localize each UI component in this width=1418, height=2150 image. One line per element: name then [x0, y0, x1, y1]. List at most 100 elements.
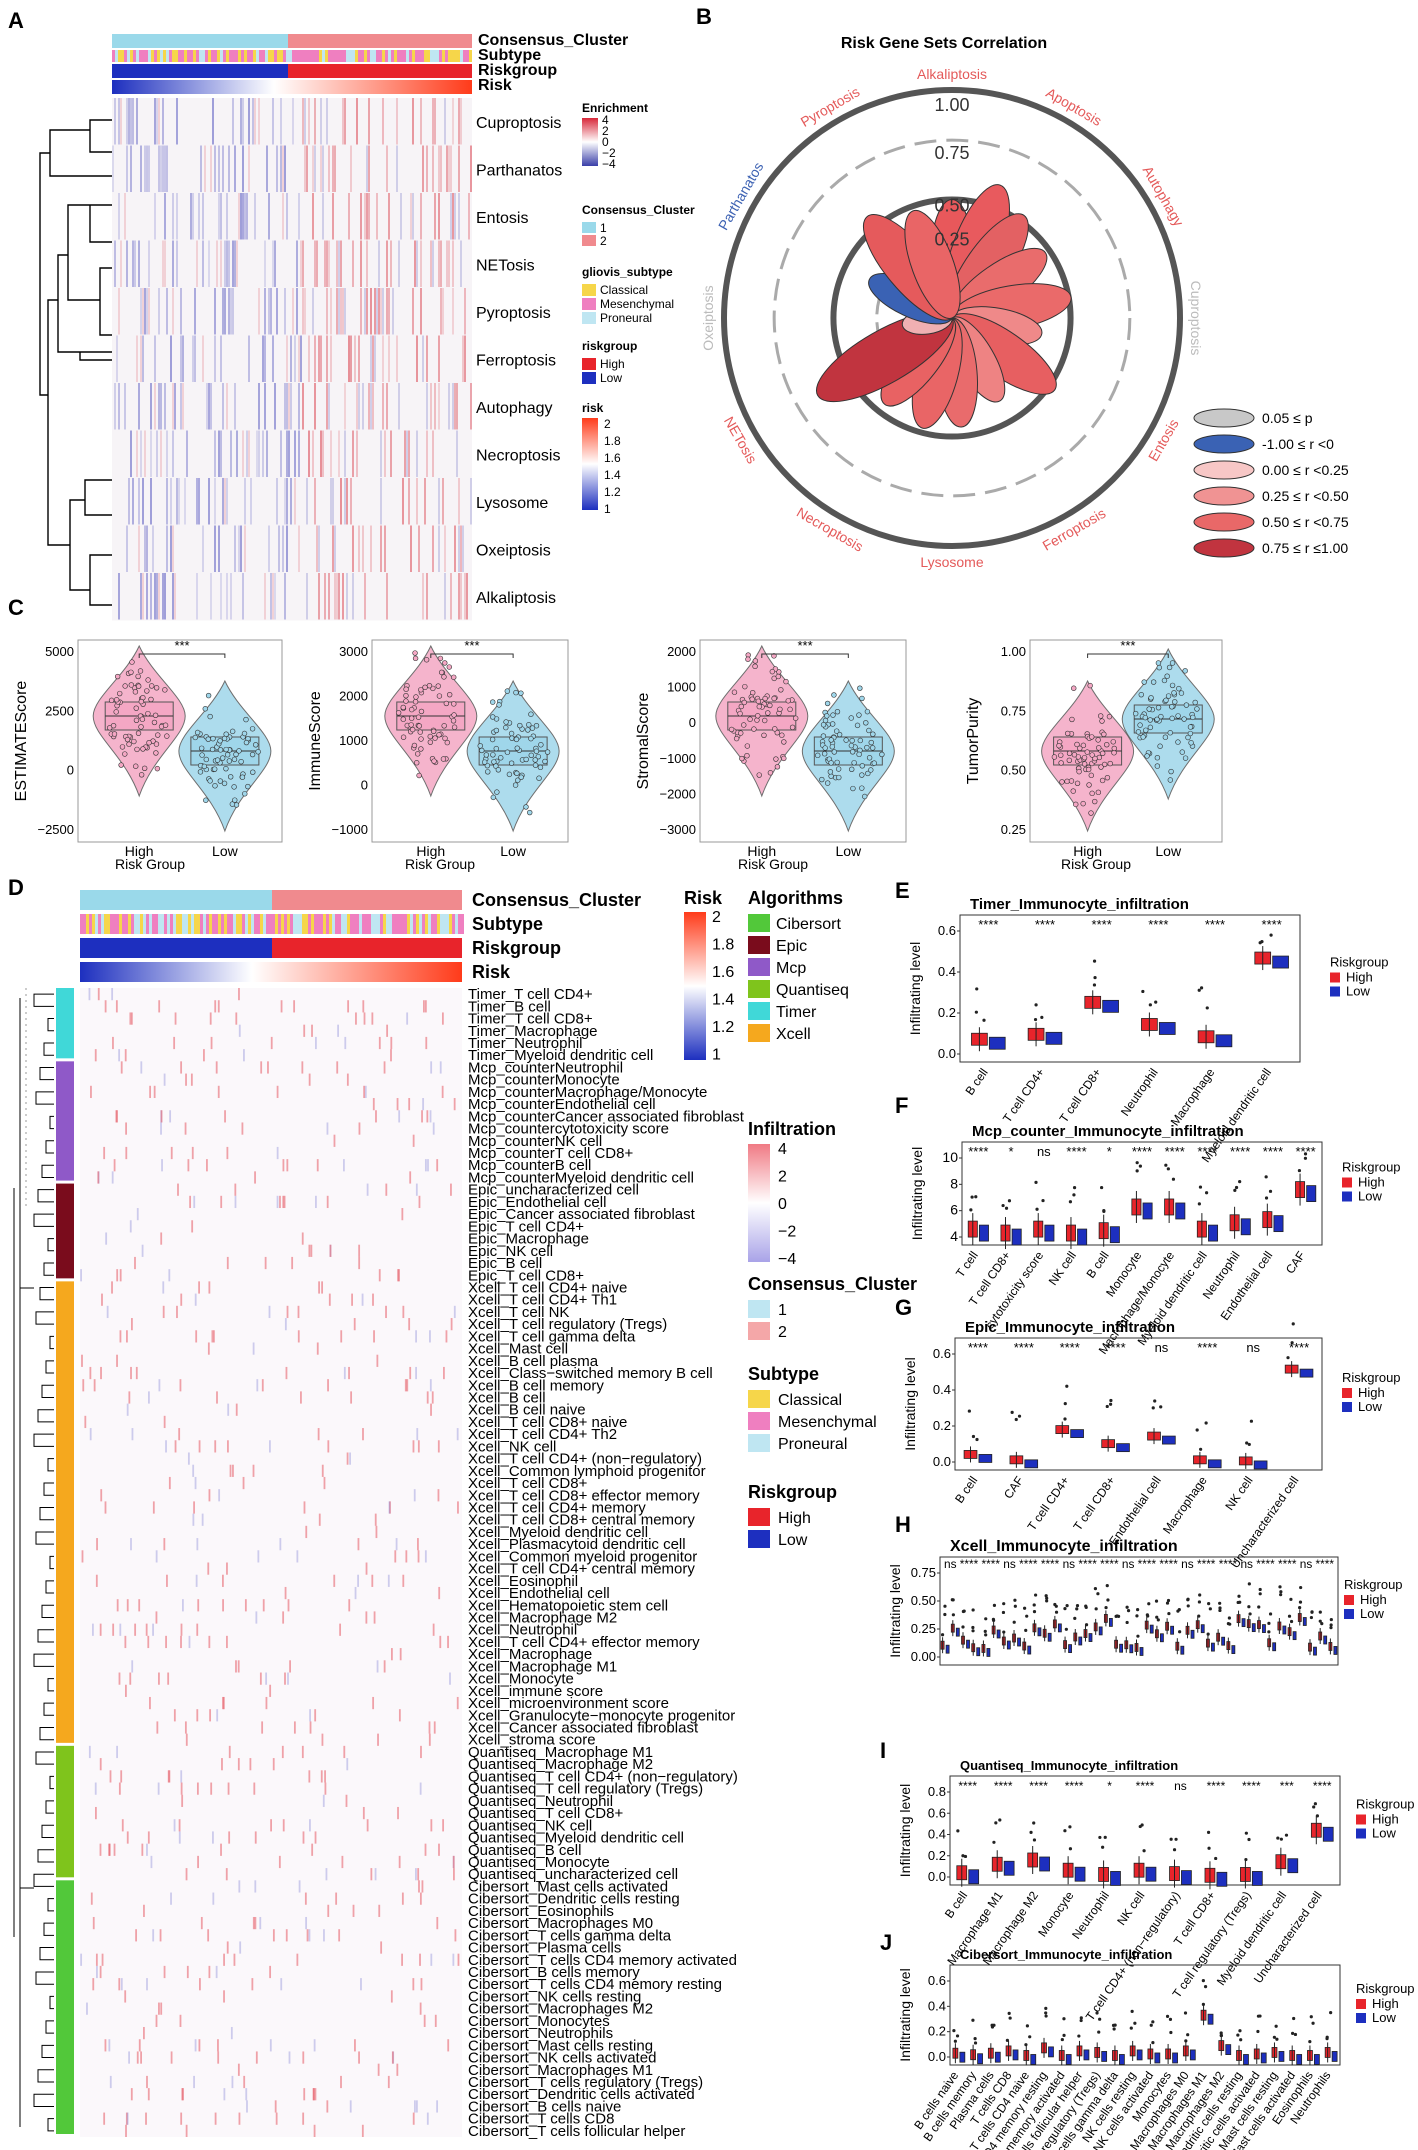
heatmap-cell — [453, 1305, 456, 1319]
subtype-cell — [424, 50, 427, 62]
outlier — [1035, 1207, 1039, 1211]
x-tick: T cell CD8+ — [1071, 1474, 1118, 1533]
heatmap-cell — [334, 573, 336, 620]
legend-item: Low — [1372, 2010, 1396, 2025]
heatmap-cell — [364, 193, 366, 240]
violin-point — [438, 669, 445, 676]
violin-point — [153, 685, 160, 691]
violin-point — [864, 744, 870, 751]
heatmap-cell — [456, 1428, 459, 1441]
heatmap-cell — [120, 1770, 123, 1783]
heatmap-cell — [223, 1953, 225, 1966]
outlier — [1197, 988, 1201, 992]
heatmap-cell — [113, 1843, 116, 1856]
heatmap-cell — [226, 1941, 229, 1954]
subtype-cell — [115, 50, 118, 62]
box-low — [1278, 2051, 1285, 2062]
subtype-cell — [341, 914, 344, 934]
heatmap-cell — [388, 288, 390, 335]
heatmap-cell — [312, 288, 314, 335]
violin-point — [442, 660, 448, 666]
outlier — [1044, 2006, 1048, 2010]
d-heatmap-cells — [80, 988, 462, 2137]
algorithm-block — [56, 1745, 74, 1878]
heatmap-cell — [306, 145, 308, 192]
violin-point — [1064, 730, 1071, 737]
radar-petals — [815, 184, 1072, 429]
heatmap-cell — [378, 1904, 381, 1917]
heatmap-cell — [442, 1819, 445, 1832]
heatmap-cell — [284, 478, 286, 525]
outlier — [1002, 1602, 1006, 1606]
violin-point — [217, 738, 223, 744]
heatmap-cell — [312, 145, 314, 192]
violin-point — [1167, 777, 1174, 783]
heatmap-cell — [150, 430, 152, 477]
violin-point — [1111, 745, 1117, 752]
heatmap-cell — [131, 1660, 134, 1673]
heatmap-cell — [268, 288, 270, 335]
heatmap-cell — [298, 525, 300, 572]
subtype-cell — [308, 914, 311, 934]
heatmap-cell — [180, 288, 182, 335]
violin-point — [129, 659, 135, 665]
outlier — [1214, 1856, 1218, 1861]
y-tick: 0 — [361, 778, 368, 793]
heatmap-cell — [282, 525, 284, 572]
heatmap-row-label: Cibersort_T cells CD4 memory resting — [468, 1976, 722, 1993]
heatmap-cell — [279, 1538, 282, 1551]
heatmap-row-label: Quantiseq_T cell CD8+ — [468, 1805, 623, 1822]
subtype-cell — [199, 50, 202, 62]
heatmap-cell — [176, 193, 178, 240]
heatmap-cell — [434, 383, 436, 430]
heatmap-cell — [126, 1330, 128, 1343]
heatmap-cell — [424, 1843, 427, 1856]
heatmap-cell — [422, 145, 424, 192]
heatmap-cell — [272, 1758, 275, 1771]
subtype-cell — [325, 50, 328, 62]
outlier — [1068, 1825, 1072, 1829]
violin-point — [192, 734, 198, 741]
violin-point — [194, 729, 201, 736]
violin-point — [138, 772, 145, 778]
violin-point — [1089, 752, 1095, 758]
heatmap-cell — [208, 383, 210, 430]
box-low — [1313, 1646, 1317, 1656]
outlier — [1092, 959, 1097, 963]
box-low — [959, 2051, 966, 2063]
subtype-cell — [422, 914, 425, 934]
outlier — [1028, 2035, 1032, 2039]
heatmap-cell — [230, 288, 232, 335]
heatmap-cell — [266, 430, 268, 477]
heatmap-cell — [315, 1195, 317, 1209]
legend-tick: 2 — [604, 417, 611, 431]
x-axis-label: Risk Group — [1061, 856, 1131, 872]
heatmap-cell — [162, 1281, 165, 1294]
heatmap-cell — [148, 288, 150, 335]
box-low — [1108, 1617, 1113, 1627]
outlier — [1136, 1634, 1140, 1638]
heatmap-cell — [373, 1611, 376, 1624]
heatmap-row-label: Epic_T cell CD8+ — [468, 1267, 584, 1284]
heatmap-cell — [180, 1293, 183, 1306]
violin-point — [245, 783, 251, 790]
violin-point — [138, 724, 144, 730]
heatmap-cell — [214, 430, 216, 477]
heatmap-row-label: Xcell_stroma score — [468, 1732, 596, 1749]
subtype-cell — [392, 914, 395, 934]
heatmap-cell — [126, 240, 128, 287]
heatmap-cell — [320, 145, 322, 192]
heatmap-cell — [126, 2112, 129, 2125]
heatmap-row-label: Timer_Myeloid dendritic cell — [468, 1047, 653, 1064]
heatmap-cell — [293, 1721, 296, 1734]
heatmap-cell — [350, 335, 352, 382]
outlier — [974, 1195, 978, 1199]
heatmap-cell — [278, 525, 280, 572]
violin-point — [1169, 715, 1175, 722]
violin-point — [418, 736, 424, 742]
violin-point — [831, 692, 837, 698]
subtype-cell — [95, 914, 98, 934]
subtype-cell — [316, 50, 319, 62]
heatmap-cell — [185, 1868, 188, 1881]
